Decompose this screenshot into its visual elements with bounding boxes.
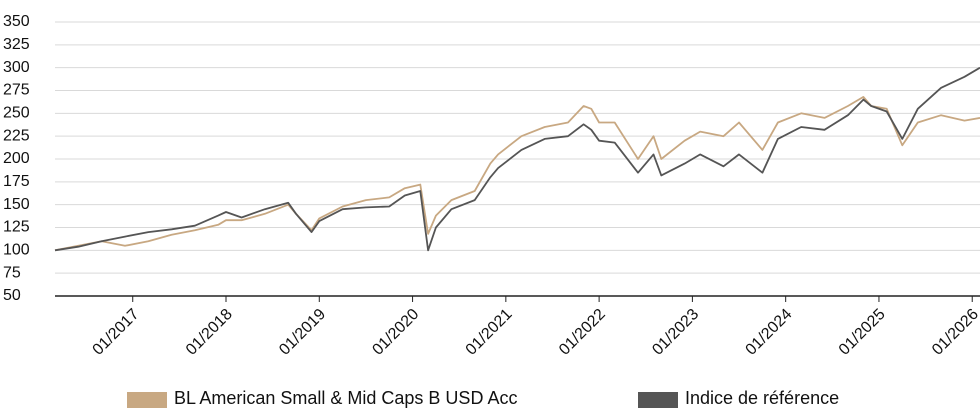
- y-tick-label: 250: [3, 105, 30, 122]
- legend-swatch: [127, 392, 167, 408]
- legend-swatch: [638, 392, 678, 408]
- y-tick-label: 100: [3, 242, 30, 259]
- x-tick-label: 01/2021: [463, 306, 516, 359]
- series-line: [54, 66, 980, 252]
- legend-label: BL American Small & Mid Caps B USD Acc: [174, 388, 517, 408]
- x-tick-label: 01/2018: [183, 306, 236, 359]
- legend-label: Indice de référence: [685, 388, 839, 408]
- x-tick-label: 01/2022: [556, 306, 609, 359]
- y-tick-label: 275: [3, 82, 30, 99]
- y-tick-label: 300: [3, 59, 30, 76]
- y-tick-label: 50: [3, 287, 21, 304]
- series-line: [54, 96, 980, 252]
- x-tick-label: 01/2017: [90, 306, 143, 359]
- x-tick-label: 01/2020: [369, 306, 422, 359]
- x-tick-label: 01/2025: [836, 306, 889, 359]
- y-tick-label: 125: [3, 219, 30, 236]
- y-tick-label: 350: [3, 13, 30, 30]
- y-tick-label: 75: [3, 264, 21, 281]
- y-tick-label: 225: [3, 127, 30, 144]
- y-tick-label: 200: [3, 150, 30, 167]
- y-tick-label: 150: [3, 196, 30, 213]
- x-tick-label: 01/2026: [929, 306, 980, 359]
- x-tick-label: 01/2019: [276, 306, 329, 359]
- x-tick-label: 01/2024: [743, 306, 796, 359]
- y-tick-label: 325: [3, 36, 30, 53]
- x-tick-label: 01/2023: [649, 306, 702, 359]
- y-tick-label: 175: [3, 173, 30, 190]
